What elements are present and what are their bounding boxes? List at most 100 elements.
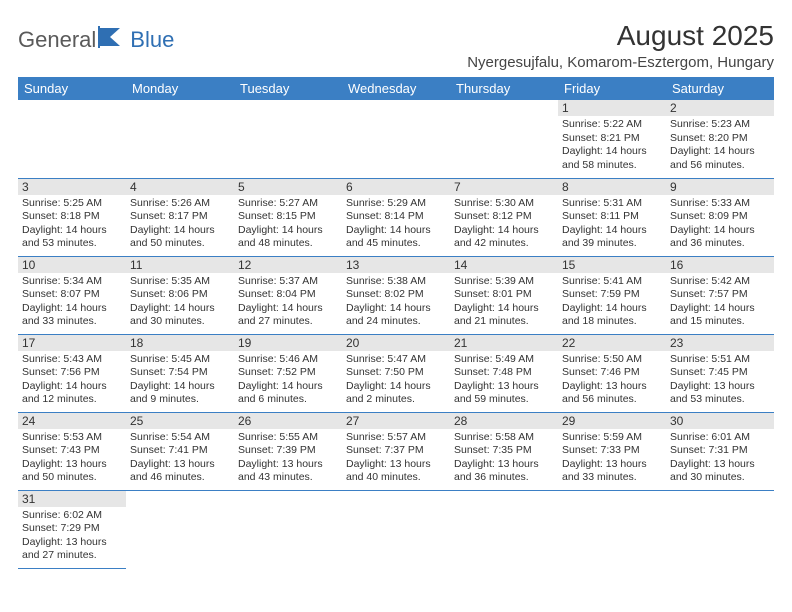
day-number: 27: [342, 413, 450, 429]
daylight-text: Daylight: 13 hours and 36 minutes.: [454, 458, 554, 485]
day-info: Sunrise: 5:34 AMSunset: 8:07 PMDaylight:…: [18, 273, 126, 332]
sunset-text: Sunset: 8:12 PM: [454, 210, 554, 224]
day-number: 26: [234, 413, 342, 429]
day-info: Sunrise: 5:47 AMSunset: 7:50 PMDaylight:…: [342, 351, 450, 410]
day-number: 10: [18, 257, 126, 273]
sunrise-text: Sunrise: 5:26 AM: [130, 197, 230, 211]
sunset-text: Sunset: 7:56 PM: [22, 366, 122, 380]
sunrise-text: Sunrise: 6:01 AM: [670, 431, 770, 445]
daylight-text: Daylight: 14 hours and 39 minutes.: [562, 224, 662, 251]
logo-text-general: General: [18, 27, 96, 53]
daylight-text: Daylight: 14 hours and 24 minutes.: [346, 302, 446, 329]
day-info: Sunrise: 5:26 AMSunset: 8:17 PMDaylight:…: [126, 195, 234, 254]
day-cell: [558, 490, 666, 568]
sunset-text: Sunset: 8:21 PM: [562, 132, 662, 146]
daylight-text: Daylight: 13 hours and 50 minutes.: [22, 458, 122, 485]
sunset-text: Sunset: 7:46 PM: [562, 366, 662, 380]
sunrise-text: Sunrise: 5:54 AM: [130, 431, 230, 445]
day-info: Sunrise: 5:51 AMSunset: 7:45 PMDaylight:…: [666, 351, 774, 410]
day-cell: [18, 100, 126, 178]
day-cell: 11Sunrise: 5:35 AMSunset: 8:06 PMDayligh…: [126, 256, 234, 334]
day-cell: 14Sunrise: 5:39 AMSunset: 8:01 PMDayligh…: [450, 256, 558, 334]
sunrise-text: Sunrise: 5:22 AM: [562, 118, 662, 132]
day-number: 11: [126, 257, 234, 273]
week-row: 24Sunrise: 5:53 AMSunset: 7:43 PMDayligh…: [18, 412, 774, 490]
sunset-text: Sunset: 8:07 PM: [22, 288, 122, 302]
sunset-text: Sunset: 7:45 PM: [670, 366, 770, 380]
sunrise-text: Sunrise: 6:02 AM: [22, 509, 122, 523]
day-cell: 13Sunrise: 5:38 AMSunset: 8:02 PMDayligh…: [342, 256, 450, 334]
sunset-text: Sunset: 7:39 PM: [238, 444, 338, 458]
day-info: Sunrise: 5:29 AMSunset: 8:14 PMDaylight:…: [342, 195, 450, 254]
day-cell: 7 Sunrise: 5:30 AMSunset: 8:12 PMDaylight…: [450, 178, 558, 256]
day-cell: 31Sunrise: 6:02 AMSunset: 7:29 PMDayligh…: [18, 490, 126, 568]
location-text: Nyergesujfalu, Komarom-Esztergom, Hungar…: [467, 54, 774, 71]
day-cell: [234, 490, 342, 568]
day-cell: 10Sunrise: 5:34 AMSunset: 8:07 PMDayligh…: [18, 256, 126, 334]
sunrise-text: Sunrise: 5:59 AM: [562, 431, 662, 445]
sunrise-text: Sunrise: 5:27 AM: [238, 197, 338, 211]
daylight-text: Daylight: 13 hours and 59 minutes.: [454, 380, 554, 407]
calendar-page: General Blue August 2025 Nyergesujfalu, …: [0, 0, 792, 589]
day-number: 13: [342, 257, 450, 273]
day-info: Sunrise: 5:53 AMSunset: 7:43 PMDaylight:…: [18, 429, 126, 488]
daylight-text: Daylight: 14 hours and 6 minutes.: [238, 380, 338, 407]
col-tuesday: Tuesday: [234, 77, 342, 100]
header-row: Sunday Monday Tuesday Wednesday Thursday…: [18, 77, 774, 100]
day-info: Sunrise: 5:59 AMSunset: 7:33 PMDaylight:…: [558, 429, 666, 488]
day-number: 25: [126, 413, 234, 429]
sunrise-text: Sunrise: 5:23 AM: [670, 118, 770, 132]
sunset-text: Sunset: 7:31 PM: [670, 444, 770, 458]
daylight-text: Daylight: 13 hours and 33 minutes.: [562, 458, 662, 485]
daylight-text: Daylight: 14 hours and 9 minutes.: [130, 380, 230, 407]
day-info: Sunrise: 5:54 AMSunset: 7:41 PMDaylight:…: [126, 429, 234, 488]
daylight-text: Daylight: 14 hours and 18 minutes.: [562, 302, 662, 329]
day-number: 1: [558, 100, 666, 116]
sunrise-text: Sunrise: 5:47 AM: [346, 353, 446, 367]
day-cell: 24Sunrise: 5:53 AMSunset: 7:43 PMDayligh…: [18, 412, 126, 490]
day-number: 29: [558, 413, 666, 429]
day-info: Sunrise: 6:01 AMSunset: 7:31 PMDaylight:…: [666, 429, 774, 488]
sunset-text: Sunset: 7:52 PM: [238, 366, 338, 380]
sunset-text: Sunset: 7:35 PM: [454, 444, 554, 458]
day-cell: 29Sunrise: 5:59 AMSunset: 7:33 PMDayligh…: [558, 412, 666, 490]
day-number: 24: [18, 413, 126, 429]
day-number: 31: [18, 491, 126, 507]
week-row: 31Sunrise: 6:02 AMSunset: 7:29 PMDayligh…: [18, 490, 774, 568]
day-number: 18: [126, 335, 234, 351]
sunset-text: Sunset: 8:18 PM: [22, 210, 122, 224]
day-cell: [666, 490, 774, 568]
week-row: 1 Sunrise: 5:22 AMSunset: 8:21 PMDaylight…: [18, 100, 774, 178]
daylight-text: Daylight: 14 hours and 53 minutes.: [22, 224, 122, 251]
daylight-text: Daylight: 13 hours and 27 minutes.: [22, 536, 122, 563]
day-cell: 23Sunrise: 5:51 AMSunset: 7:45 PMDayligh…: [666, 334, 774, 412]
daylight-text: Daylight: 13 hours and 56 minutes.: [562, 380, 662, 407]
day-info: Sunrise: 6:02 AMSunset: 7:29 PMDaylight:…: [18, 507, 126, 566]
sunset-text: Sunset: 8:20 PM: [670, 132, 770, 146]
day-info: Sunrise: 5:42 AMSunset: 7:57 PMDaylight:…: [666, 273, 774, 332]
title-block: August 2025 Nyergesujfalu, Komarom-Eszte…: [467, 20, 774, 71]
week-row: 17Sunrise: 5:43 AMSunset: 7:56 PMDayligh…: [18, 334, 774, 412]
day-number: 17: [18, 335, 126, 351]
sunset-text: Sunset: 8:02 PM: [346, 288, 446, 302]
sunrise-text: Sunrise: 5:29 AM: [346, 197, 446, 211]
day-cell: 17Sunrise: 5:43 AMSunset: 7:56 PMDayligh…: [18, 334, 126, 412]
day-info: Sunrise: 5:35 AMSunset: 8:06 PMDaylight:…: [126, 273, 234, 332]
sunrise-text: Sunrise: 5:33 AM: [670, 197, 770, 211]
day-info: Sunrise: 5:39 AMSunset: 8:01 PMDaylight:…: [450, 273, 558, 332]
col-monday: Monday: [126, 77, 234, 100]
daylight-text: Daylight: 13 hours and 46 minutes.: [130, 458, 230, 485]
sunrise-text: Sunrise: 5:30 AM: [454, 197, 554, 211]
daylight-text: Daylight: 13 hours and 30 minutes.: [670, 458, 770, 485]
sunset-text: Sunset: 7:33 PM: [562, 444, 662, 458]
daylight-text: Daylight: 14 hours and 42 minutes.: [454, 224, 554, 251]
day-info: Sunrise: 5:43 AMSunset: 7:56 PMDaylight:…: [18, 351, 126, 410]
daylight-text: Daylight: 14 hours and 58 minutes.: [562, 145, 662, 172]
day-number: 6: [342, 179, 450, 195]
sunrise-text: Sunrise: 5:43 AM: [22, 353, 122, 367]
sunrise-text: Sunrise: 5:53 AM: [22, 431, 122, 445]
day-info: Sunrise: 5:45 AMSunset: 7:54 PMDaylight:…: [126, 351, 234, 410]
day-info: Sunrise: 5:37 AMSunset: 8:04 PMDaylight:…: [234, 273, 342, 332]
sunset-text: Sunset: 7:57 PM: [670, 288, 770, 302]
day-number: 7: [450, 179, 558, 195]
